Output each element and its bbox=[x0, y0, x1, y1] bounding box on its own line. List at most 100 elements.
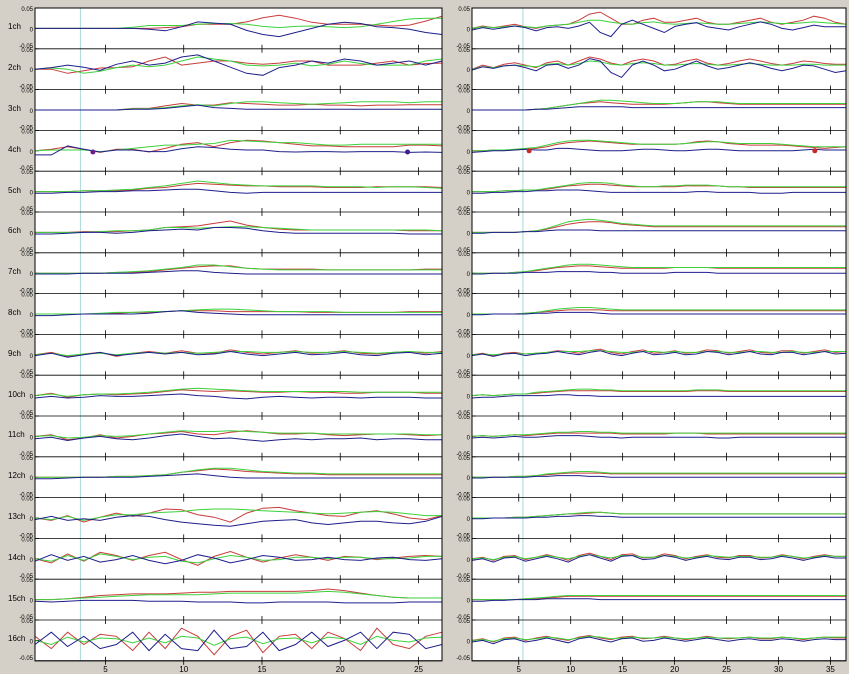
y-tick-label: 0.05 bbox=[21, 129, 33, 135]
series-line-green bbox=[34, 508, 442, 521]
x-tick-label: 10 bbox=[566, 665, 575, 674]
channel-label: 10ch bbox=[8, 389, 26, 399]
series-line-blue bbox=[472, 189, 846, 194]
y-tick-label: 0.05 bbox=[458, 456, 470, 462]
series-line-green bbox=[472, 511, 846, 519]
y-tick-label: 0 bbox=[30, 109, 34, 115]
series-line-blue bbox=[34, 54, 443, 76]
y-tick-label: 0.05 bbox=[458, 415, 470, 421]
channel-label: 5ch bbox=[8, 185, 21, 195]
y-tick-label: 0.05 bbox=[458, 48, 470, 54]
y-tick-label: -0.05 bbox=[456, 248, 470, 254]
y-tick-label: 0.05 bbox=[458, 7, 470, 13]
series-line-blue bbox=[35, 104, 442, 111]
channel-label: 14ch bbox=[8, 552, 26, 562]
y-tick-label: -0.05 bbox=[456, 125, 470, 131]
series-line-blue bbox=[472, 106, 846, 111]
y-tick-label: 0 bbox=[30, 354, 34, 360]
series-line-green bbox=[35, 226, 443, 233]
y-tick-label: -0.05 bbox=[456, 370, 470, 376]
channel-label: 1ch bbox=[8, 22, 21, 32]
channel-label: 13ch bbox=[8, 512, 26, 521]
y-tick-label: 0 bbox=[467, 109, 471, 115]
series-line-blue bbox=[471, 58, 847, 79]
x-tick-label: 15 bbox=[618, 665, 627, 674]
series-line-blue bbox=[34, 554, 443, 565]
y-tick-label: 0 bbox=[30, 272, 34, 278]
series-line-green bbox=[472, 595, 846, 601]
series-line-blue bbox=[471, 19, 846, 38]
x-tick-label: 35 bbox=[826, 665, 835, 674]
y-tick-label: 0.05 bbox=[21, 211, 33, 217]
series-line-blue bbox=[472, 598, 846, 602]
x-tick-label: 25 bbox=[722, 665, 731, 674]
y-tick-label: 0 bbox=[30, 27, 34, 33]
series-line-red bbox=[35, 56, 443, 74]
x-tick-label: 25 bbox=[414, 665, 423, 674]
y-tick-label: 0 bbox=[467, 476, 471, 482]
series-line-green bbox=[35, 590, 442, 601]
series-line-green bbox=[471, 388, 846, 397]
y-tick-label: -0.05 bbox=[19, 615, 33, 621]
y-tick-label: -0.05 bbox=[456, 533, 470, 539]
series-line-red bbox=[34, 627, 443, 656]
event-marker[interactable] bbox=[812, 148, 818, 154]
event-marker[interactable] bbox=[526, 148, 532, 154]
y-tick-label: 0 bbox=[467, 68, 471, 74]
series-line-green bbox=[35, 308, 442, 315]
series-line-green bbox=[34, 350, 442, 357]
series-line-blue bbox=[35, 473, 442, 480]
y-tick-label: -0.05 bbox=[456, 44, 470, 50]
y-tick-label: 0 bbox=[467, 150, 471, 156]
event-marker[interactable] bbox=[405, 149, 411, 155]
y-tick-label: -0.05 bbox=[456, 166, 470, 172]
y-tick-label: -0.05 bbox=[19, 207, 33, 213]
y-tick-label: 0.05 bbox=[21, 578, 33, 584]
series-line-green bbox=[471, 19, 847, 29]
series-line-red bbox=[34, 550, 443, 566]
channel-label: 7ch bbox=[8, 267, 21, 277]
series-line-green bbox=[472, 263, 846, 274]
x-tick-label: 10 bbox=[179, 665, 188, 674]
series-line-green bbox=[471, 635, 846, 642]
y-tick-label: -0.05 bbox=[19, 533, 33, 539]
y-tick-label: 0 bbox=[30, 639, 34, 645]
y-tick-label: 0 bbox=[467, 517, 471, 523]
y-tick-label: -0.05 bbox=[456, 411, 470, 417]
y-tick-label: 0.05 bbox=[458, 619, 470, 625]
y-tick-label: 0.05 bbox=[21, 170, 33, 176]
channel-label: 15ch bbox=[8, 593, 26, 603]
x-tick-label: 5 bbox=[103, 665, 108, 674]
y-tick-label: 0 bbox=[30, 476, 34, 482]
y-tick-label: 0 bbox=[467, 27, 471, 33]
y-tick-label: -0.05 bbox=[456, 574, 470, 580]
y-tick-label: -0.05 bbox=[456, 656, 470, 662]
channel-label: 11ch bbox=[8, 430, 25, 440]
y-tick-label: -0.05 bbox=[456, 452, 470, 458]
series-line-blue bbox=[472, 229, 846, 234]
series-line-green bbox=[34, 430, 442, 439]
y-tick-label: -0.05 bbox=[19, 85, 33, 91]
y-tick-label: 0.05 bbox=[21, 619, 33, 625]
y-tick-label: -0.05 bbox=[19, 411, 33, 417]
series-line-red bbox=[471, 432, 846, 437]
y-tick-label: 0.05 bbox=[21, 333, 33, 339]
y-tick-label: -0.05 bbox=[456, 207, 470, 213]
series-line-blue bbox=[34, 599, 442, 604]
series-line-green bbox=[471, 554, 846, 561]
channel-label: 9ch bbox=[8, 348, 21, 358]
y-tick-label: -0.05 bbox=[456, 85, 470, 91]
y-tick-label: -0.05 bbox=[19, 289, 33, 295]
chart-panel-2: 0.050-0.050.050-0.050.050-0.050.050-0.05… bbox=[456, 7, 847, 674]
event-marker[interactable] bbox=[90, 149, 96, 155]
y-tick-label: 0.05 bbox=[21, 497, 33, 503]
series-line-blue bbox=[472, 311, 846, 316]
y-tick-label: 0 bbox=[467, 313, 471, 319]
y-tick-label: 0 bbox=[30, 150, 34, 156]
channel-label: 16ch bbox=[8, 634, 26, 644]
series-line-green bbox=[34, 635, 443, 646]
y-tick-label: -0.05 bbox=[456, 615, 470, 621]
y-tick-label: 0.05 bbox=[21, 48, 33, 54]
series-line-red bbox=[472, 265, 846, 274]
